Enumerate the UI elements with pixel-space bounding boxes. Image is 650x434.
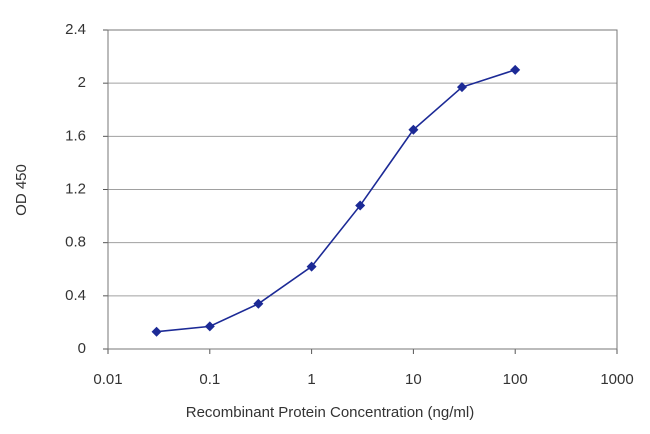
y-tick-label: 0.4 [65, 287, 86, 304]
x-tick-label: 0.1 [199, 371, 220, 388]
x-axis-label: Recombinant Protein Concentration (ng/ml… [186, 404, 474, 421]
x-tick-label: 1 [307, 371, 315, 388]
data-point [456, 82, 467, 93]
y-axis-label: OD 450 [13, 164, 30, 216]
y-tick-label: 0.8 [65, 234, 86, 251]
x-tick-label: 1000 [600, 371, 633, 388]
x-tick-label: 0.01 [93, 371, 122, 388]
data-point [306, 261, 317, 272]
y-tick-label: 1.6 [65, 127, 86, 144]
data-point [151, 326, 162, 337]
y-tick-label: 1.2 [65, 180, 86, 197]
y-tick-label: 2 [78, 74, 86, 91]
data-point [204, 321, 215, 332]
data-point [408, 124, 419, 135]
plot-frame [107, 29, 618, 350]
y-tick-label: 0 [78, 340, 86, 357]
data-line [156, 69, 516, 333]
x-tick-label: 100 [503, 371, 528, 388]
data-point [510, 64, 521, 75]
data-point [355, 200, 366, 211]
y-tick-label: 2.4 [65, 21, 86, 38]
x-tick-label: 10 [405, 371, 422, 388]
data-point [253, 298, 264, 309]
